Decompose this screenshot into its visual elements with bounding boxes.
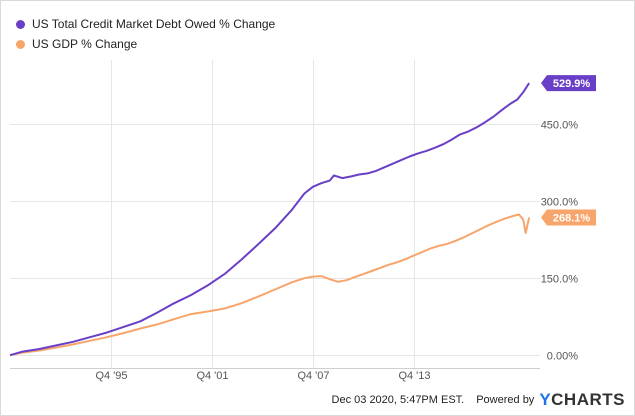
legend-item-gdp[interactable]: US GDP % Change (16, 34, 275, 54)
last-value-flag-debt (541, 75, 596, 92)
last-value-labels: 529.9% 268.1% (541, 75, 596, 226)
y-axis-ticks: 0.00% 150.0% 300.0% 450.0% (541, 120, 579, 363)
legend-label-gdp: US GDP % Change (32, 37, 138, 51)
footer-powered-by: Powered by (476, 394, 535, 406)
x-tick-label: Q4 '01 (196, 370, 228, 382)
x-tick-label: Q4 '13 (398, 370, 430, 382)
y-tick-label: 450.0% (541, 120, 579, 132)
y-tick-label: 150.0% (541, 274, 579, 286)
y-tick-label: 300.0% (541, 197, 579, 209)
legend-marker-gdp (16, 39, 25, 49)
series-lines (9, 82, 531, 357)
x-axis-ticks: Q4 '95 Q4 '01 Q4 '07 Q4 '13 (95, 370, 430, 382)
series-line-debt (9, 82, 530, 357)
last-value-label-gdp: 268.1% (553, 213, 591, 225)
x-tick-label: Q4 '07 (297, 370, 329, 382)
legend-item-debt[interactable]: US Total Credit Market Debt Owed % Chang… (16, 14, 275, 34)
chart-footer: Dec 03 2020, 5:47PM EST. Powered by YCHA… (332, 390, 625, 410)
x-tick-label: Q4 '95 (95, 370, 127, 382)
grid-lines (10, 60, 540, 369)
footer-timestamp: Dec 03 2020, 5:47PM EST. (331, 394, 465, 406)
y-tick-label: 0.00% (547, 351, 578, 363)
ycharts-logo[interactable]: YCHARTS (539, 390, 625, 409)
last-value-label-debt: 529.9% (553, 78, 591, 90)
legend-marker-debt (16, 19, 25, 29)
series-line-gdp (9, 213, 531, 357)
chart-legend: US Total Credit Market Debt Owed % Chang… (16, 14, 275, 54)
legend-label-debt: US Total Credit Market Debt Owed % Chang… (32, 17, 276, 31)
last-value-flag-gdp (541, 209, 596, 226)
